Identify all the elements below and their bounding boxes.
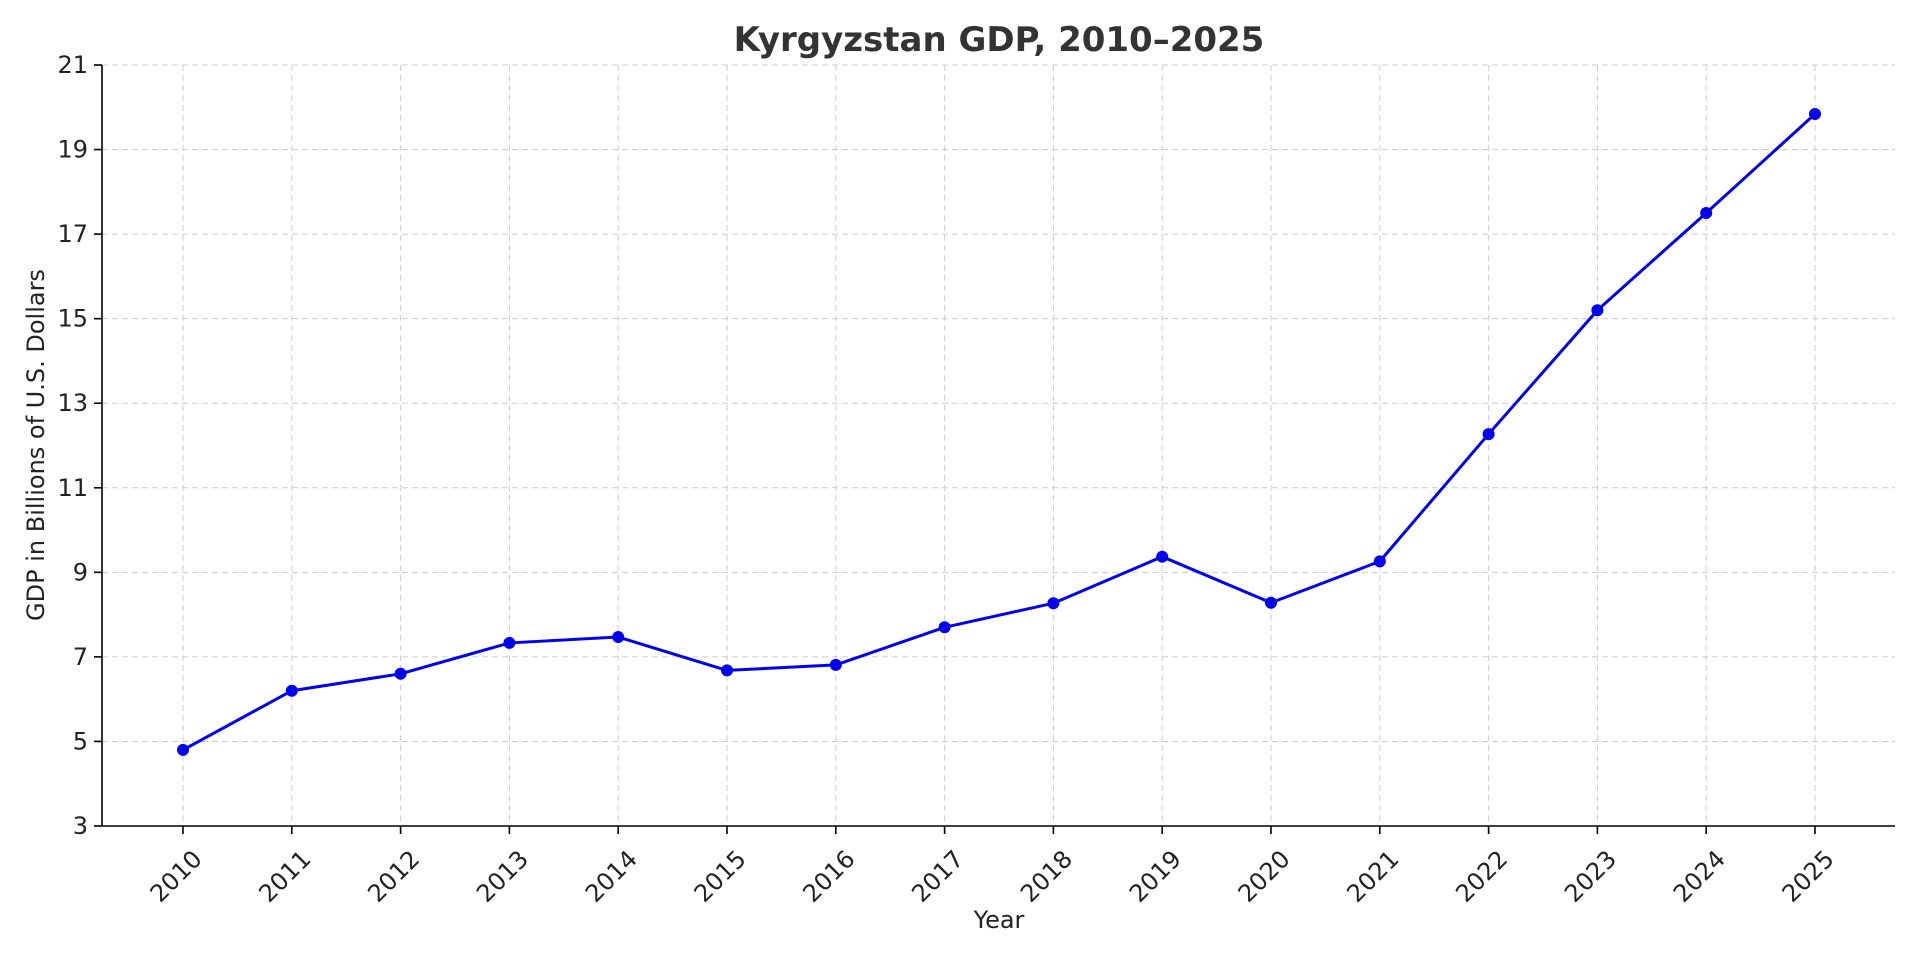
y-axis-label: GDP in Billions of U.S. Dollars xyxy=(22,269,50,621)
y-tick-label: 5 xyxy=(73,727,88,755)
data-point xyxy=(285,684,298,697)
data-series xyxy=(177,108,1821,756)
y-tick-label: 3 xyxy=(73,812,88,840)
data-point xyxy=(1809,108,1821,121)
data-point xyxy=(829,658,842,671)
x-tick-label: 2024 xyxy=(1668,845,1731,908)
x-tick-label: 2022 xyxy=(1450,845,1513,908)
x-tick-label: 2015 xyxy=(689,845,752,908)
y-axis-ticks: 3 5 7 9 11 13 15 17 19 21 xyxy=(57,51,102,840)
data-point xyxy=(1265,596,1277,609)
x-tick-label: 2014 xyxy=(580,845,643,908)
data-point xyxy=(721,664,733,677)
x-tick-label: 2012 xyxy=(362,845,425,908)
data-point xyxy=(394,667,407,680)
y-tick-label: 13 xyxy=(57,389,88,417)
data-point xyxy=(1482,428,1495,441)
data-point xyxy=(177,743,189,756)
chart-title: Kyrgyzstan GDP, 2010–2025 xyxy=(734,20,1265,60)
data-point xyxy=(612,631,625,644)
data-point xyxy=(1591,304,1604,317)
series-line xyxy=(182,112,1817,752)
x-tick-label: 2013 xyxy=(471,845,534,908)
x-tick-label: 2019 xyxy=(1124,845,1187,908)
x-tick-label: 2018 xyxy=(1015,845,1078,908)
data-point xyxy=(503,636,516,649)
x-tick-label: 2021 xyxy=(1341,845,1404,908)
data-point xyxy=(1156,550,1169,563)
y-tick-label: 15 xyxy=(57,305,88,333)
y-tick-label: 11 xyxy=(57,474,88,502)
y-tick-label: 21 xyxy=(57,51,88,79)
y-tick-label: 17 xyxy=(57,220,88,248)
y-tick-label: 9 xyxy=(73,558,88,586)
x-tick-label: 2016 xyxy=(797,845,860,908)
x-tick-label: 2010 xyxy=(145,845,208,908)
data-point xyxy=(1047,597,1060,610)
grid xyxy=(102,64,1895,826)
data-point xyxy=(1700,206,1713,219)
x-tick-label: 2017 xyxy=(906,845,969,908)
data-point xyxy=(1373,555,1386,568)
x-tick-label: 2025 xyxy=(1777,845,1840,908)
data-point xyxy=(938,621,951,634)
x-tick-label: 2023 xyxy=(1559,845,1622,908)
y-tick-label: 7 xyxy=(73,643,88,671)
x-axis-ticks: 2010 2011 2012 2013 2014 2015 2016 2017 2018 2019… xyxy=(145,826,1840,908)
x-tick-label: 2011 xyxy=(253,845,316,908)
y-tick-label: 19 xyxy=(57,136,88,164)
x-tick-label: 2020 xyxy=(1233,845,1296,908)
x-axis-label: Year xyxy=(973,906,1025,934)
